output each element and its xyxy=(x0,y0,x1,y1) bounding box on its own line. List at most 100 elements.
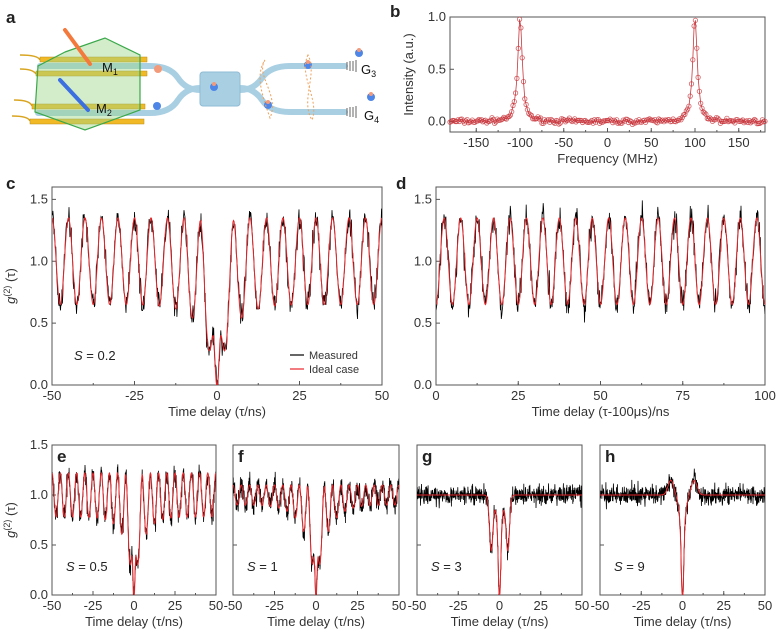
x-axis-label: Frequency (MHz) xyxy=(557,151,657,166)
data-point xyxy=(516,16,523,22)
data-point xyxy=(615,120,621,127)
data-point xyxy=(453,118,460,125)
chart-panel-h: -50 -25 0 25 50 Time delay (τ/ns) S = 9 h xyxy=(591,444,772,629)
data-point xyxy=(512,90,519,96)
y-tick-label: 1.5 xyxy=(414,191,432,206)
label-m2: M2 xyxy=(96,101,112,118)
data-point xyxy=(690,57,696,63)
y-axis-label: Intensity (a.u.) xyxy=(401,33,416,115)
y-tick-label: 1.0 xyxy=(30,487,48,502)
x-tick-label: -25 xyxy=(632,598,651,613)
x-tick-label: 25 xyxy=(350,598,364,613)
series-line-measured xyxy=(600,468,765,595)
x-axis-label: Time delay (τ/ns) xyxy=(451,614,549,629)
photon-icon xyxy=(153,48,375,110)
data-point xyxy=(506,113,512,120)
x-tick-label: -50 xyxy=(591,598,610,613)
panel-letter-e: e xyxy=(57,447,66,466)
x-tick-label: 0 xyxy=(312,598,319,613)
data-point xyxy=(515,45,521,52)
data-point xyxy=(514,75,520,82)
data-point xyxy=(507,112,513,118)
data-point xyxy=(620,117,626,123)
data-point xyxy=(691,23,697,29)
x-axis-label: Time delay (τ-100μs)/ns xyxy=(532,404,670,419)
y-tick-label: 0.0 xyxy=(414,377,432,392)
data-point xyxy=(570,117,577,123)
plot-frame-b xyxy=(449,16,766,133)
chart-panel-d: 0 25 50 75 100 0.0 0.5 1.0 1.5 Time delay (τ-100μ… xyxy=(414,186,776,419)
x-tick-label: 50 xyxy=(644,135,658,150)
y-tick-label: 1.0 xyxy=(414,253,432,268)
data-point xyxy=(624,116,630,123)
data-point xyxy=(692,17,699,23)
data-point xyxy=(650,118,657,124)
data-point xyxy=(686,103,692,109)
data-point xyxy=(677,116,683,122)
data-point xyxy=(528,112,535,118)
y-tick-label: 1.0 xyxy=(30,253,48,268)
chart-panel-c: -50 -25 0 25 50 0.0 0.5 1.0 1.5 Time delay (τ/ns)… xyxy=(2,186,389,419)
x-tick-label: 0 xyxy=(604,135,611,150)
data-point xyxy=(519,55,525,61)
y-tick-label: 0.5 xyxy=(30,537,48,552)
data-point xyxy=(694,45,700,51)
data-point xyxy=(606,118,612,124)
x-tick-label: 25 xyxy=(168,598,182,613)
data-point xyxy=(688,81,695,87)
legend-label: Measured xyxy=(309,350,358,362)
data-point xyxy=(486,118,492,125)
data-point xyxy=(709,118,716,124)
panel-letter-g: g xyxy=(422,447,432,466)
x-tick-label: 50 xyxy=(209,598,223,613)
series-line-measured xyxy=(233,471,399,595)
y-tick-label: 1.0 xyxy=(428,9,446,24)
x-tick-label: 50 xyxy=(392,598,406,613)
y-axis-label: g(2) (τ) xyxy=(2,268,18,304)
plot-frame-d xyxy=(435,186,766,386)
x-tick-label: -50 xyxy=(43,598,62,613)
entanglement-loop-icon xyxy=(259,53,315,122)
data-point xyxy=(679,114,685,121)
x-axis-label: Time delay (τ/ns) xyxy=(634,614,732,629)
data-point xyxy=(751,116,758,123)
data-point xyxy=(488,117,494,123)
data-point xyxy=(472,119,478,125)
x-tick-label: -25 xyxy=(84,598,103,613)
x-tick-label: 0 xyxy=(679,598,686,613)
x-tick-label: -25 xyxy=(449,598,468,613)
data-point xyxy=(635,119,641,125)
data-point xyxy=(687,93,693,99)
series-line-ideal xyxy=(52,471,216,595)
x-axis-label: Time delay (τ/ns) xyxy=(85,614,183,629)
waveguide-icon xyxy=(35,63,348,116)
data-point xyxy=(753,118,759,124)
annotation-s-value: S = 0.2 xyxy=(74,348,116,363)
panel-letter-h: h xyxy=(605,447,615,466)
panel-letter-f: f xyxy=(238,447,244,466)
data-point xyxy=(591,117,598,123)
x-tick-label: -50 xyxy=(43,388,62,403)
data-point xyxy=(468,119,474,125)
data-point xyxy=(738,118,745,124)
chart-panel-b: -150 -100 -50 0 50 100 150 0.0 0.5 1.0 Frequency (… xyxy=(401,9,768,166)
data-point xyxy=(715,115,721,121)
data-point xyxy=(696,88,703,94)
data-point xyxy=(698,100,704,106)
data-point xyxy=(627,118,633,124)
electrode-icon xyxy=(11,54,148,125)
data-point xyxy=(523,101,529,108)
y-axis-label: g(2) (τ) xyxy=(2,502,18,538)
data-point xyxy=(673,119,679,125)
data-point xyxy=(556,121,562,127)
data-point xyxy=(695,74,701,81)
data-point xyxy=(518,25,524,31)
data-point xyxy=(724,115,730,121)
data-point xyxy=(587,119,594,125)
series-line-ideal xyxy=(600,479,765,595)
x-tick-label: 50 xyxy=(375,388,389,403)
data-point xyxy=(520,79,527,85)
label-g4: G4 xyxy=(364,108,379,125)
x-tick-label: 150 xyxy=(728,135,750,150)
